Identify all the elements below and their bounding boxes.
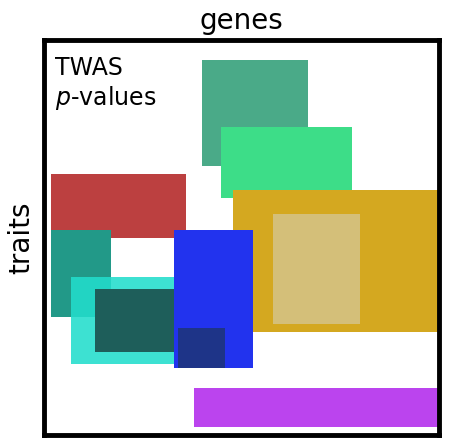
Bar [202, 60, 308, 167]
Y-axis label: traits: traits [7, 201, 35, 274]
Text: TWAS
$p$-values: TWAS $p$-values [55, 56, 157, 112]
Bar [273, 214, 360, 324]
Bar [233, 190, 439, 332]
Bar [221, 127, 351, 198]
Bar [95, 289, 182, 352]
Bar [51, 230, 111, 316]
Bar [174, 230, 253, 368]
Bar [51, 174, 186, 237]
Bar [233, 190, 439, 230]
Bar [71, 277, 217, 364]
Title: genes: genes [199, 7, 283, 35]
Bar [178, 328, 225, 368]
Bar [194, 388, 439, 427]
